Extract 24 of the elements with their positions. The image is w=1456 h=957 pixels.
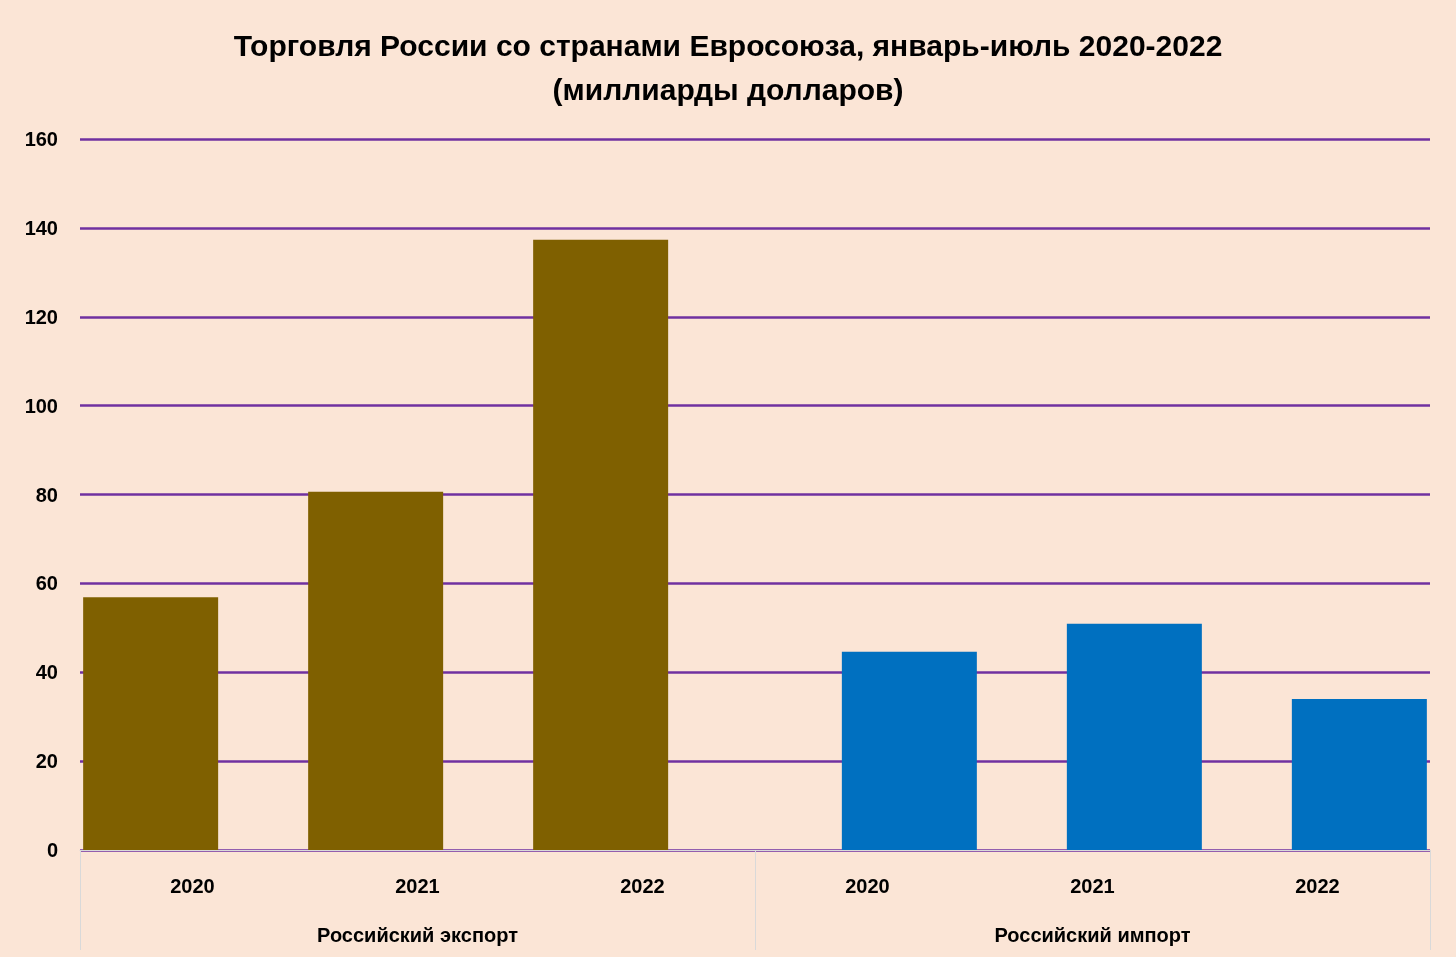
x-tick-label: 2021 [395, 875, 440, 897]
y-tick-label: 120 [24, 305, 58, 328]
y-tick-label: 20 [35, 750, 58, 773]
y-tick-label: 60 [35, 572, 58, 595]
bar [533, 239, 669, 850]
y-tick-label: 0 [46, 839, 58, 861]
bar [83, 597, 219, 850]
x-tick-label: 2020 [170, 875, 215, 897]
x-tick-label: 2022 [620, 875, 665, 897]
x-tick-label: 2022 [1295, 875, 1340, 897]
y-tick-label: 40 [35, 661, 58, 684]
bar [308, 491, 444, 850]
y-tick-label: 80 [35, 483, 58, 506]
text: Российский экспорт [317, 924, 519, 946]
bar [841, 651, 977, 850]
bar [1291, 698, 1427, 850]
bar [1066, 623, 1202, 850]
y-tick-label: 160 [24, 128, 58, 150]
y-tick-label: 140 [24, 216, 58, 239]
y-tick-label: 100 [24, 394, 58, 417]
x-tick-label: 2020 [845, 875, 890, 897]
text: Российский импорт [994, 924, 1191, 946]
chart-title: Торговля России со странами Евросоюза, январь-июль 2020-2022 (миллиарды долларов) [233, 28, 1223, 106]
x-tick-label: 2021 [1070, 875, 1115, 897]
